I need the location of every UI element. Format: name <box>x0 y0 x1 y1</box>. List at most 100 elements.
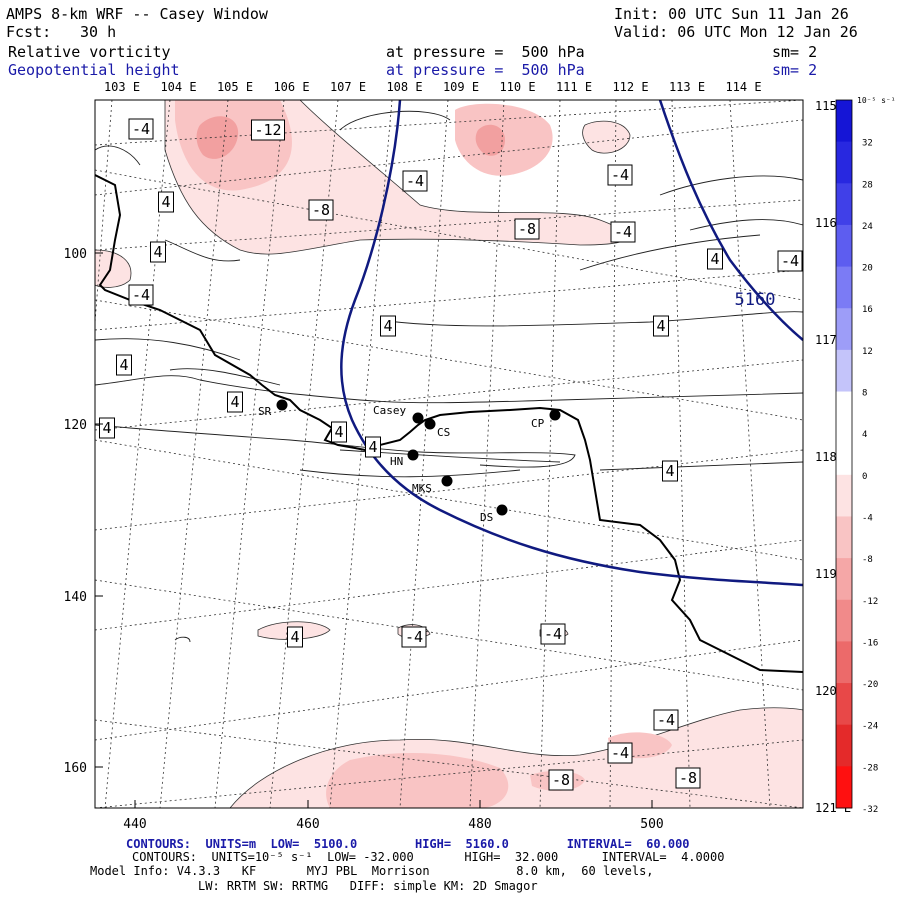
colorbar-tick: -20 <box>862 680 878 690</box>
lon-label-top: 104 E <box>160 80 196 94</box>
vorticity-contours <box>95 110 803 643</box>
colorbar-swatch <box>836 724 852 767</box>
colorbar-swatch <box>836 433 852 476</box>
svg-text:Casey: Casey <box>373 404 406 417</box>
colorbar-swatch <box>836 183 852 226</box>
footer-model-info: Model Info: V4.3.3 KF MYJ PBL Morrison 8… <box>90 864 654 878</box>
contour-label: 4 <box>662 460 678 482</box>
lon-label-top: 114 E <box>725 80 761 94</box>
y-tick-label: 140 <box>64 590 87 605</box>
colorbar-tick: -24 <box>862 722 878 732</box>
colorbar-tick: -12 <box>862 597 878 607</box>
svg-text:4: 4 <box>290 628 299 646</box>
contour-label: -4 <box>540 623 566 645</box>
contour-label: 4 <box>150 241 166 263</box>
svg-text:-8: -8 <box>552 771 570 789</box>
svg-text:-8: -8 <box>518 220 536 238</box>
vorticity-shading <box>95 100 803 808</box>
svg-text:-4: -4 <box>781 252 799 270</box>
contour-label: 4 <box>287 626 303 648</box>
colorbar-swatch <box>836 599 852 642</box>
init-time: Init: 00 UTC Sun 11 Jan 26 <box>614 5 849 23</box>
colorbar-tick: 32 <box>862 139 873 149</box>
stations: SR Casey CS CP HN MKS DS <box>258 399 561 524</box>
y-tick-label: 100 <box>64 247 87 262</box>
y-axis-ticks: 100 120 140 160 <box>64 247 103 776</box>
colorbar-tick: -16 <box>862 638 878 648</box>
colorbar-swatch <box>836 516 852 559</box>
colorbar-swatch <box>836 100 852 143</box>
colorbar-tick: -8 <box>862 555 873 565</box>
vorticity-labels: -12-4-8-4-8-4-444-444444444444-4-4-4-4-8… <box>99 118 803 791</box>
colorbar-tick: 8 <box>862 389 867 399</box>
shade-nw-dark <box>196 116 239 159</box>
colorbar-tick: 0 <box>862 472 867 482</box>
colorbar-tick: -28 <box>862 763 878 773</box>
svg-text:-8: -8 <box>679 769 697 787</box>
contour-label: -4 <box>401 626 427 648</box>
station-hn: HN <box>390 449 419 468</box>
svg-text:HN: HN <box>390 455 403 468</box>
footer-vort-contours: CONTOURS: UNITS=10⁻⁵ s⁻¹ LOW= -32.000 HI… <box>132 850 725 864</box>
coastline <box>95 174 803 673</box>
shade-n-dark <box>475 124 505 156</box>
svg-text:CP: CP <box>531 417 545 430</box>
colorbar-tick: 12 <box>862 347 873 357</box>
station-mks: MKS <box>412 475 453 495</box>
field2-smooth: sm= 2 <box>772 61 818 79</box>
station-cs: CS <box>424 418 450 439</box>
plot-frame <box>94 99 804 809</box>
station-sr: SR <box>258 399 288 418</box>
y-tick-label: 160 <box>64 761 87 776</box>
footer-physics: LW: RRTM SW: RRTMG DIFF: simple KM: 2D S… <box>198 879 538 893</box>
forecast-value: 30 h <box>80 23 117 41</box>
shade-ne-blob <box>582 120 631 154</box>
lon-label-top: 103 E <box>104 80 140 94</box>
height-contour-label: 5160 <box>735 290 776 310</box>
contour-label: -4 <box>402 170 428 192</box>
contour-label: 4 <box>653 315 669 337</box>
svg-text:-4: -4 <box>405 628 423 646</box>
svg-text:-4: -4 <box>132 286 150 304</box>
colorbar-tick: 4 <box>862 430 867 440</box>
svg-text:-4: -4 <box>657 711 675 729</box>
lon-label-top: 108 E <box>386 80 422 94</box>
station-ds: DS <box>480 504 508 524</box>
latlon-grid <box>95 100 803 808</box>
colorbar-swatch <box>836 683 852 726</box>
x-tick-label: 440 <box>123 817 146 832</box>
svg-text:-8: -8 <box>312 201 330 219</box>
forecast-label: Fcst: <box>6 23 52 41</box>
lon-labels-top: 103 E 104 E 105 E 106 E 107 E 108 E 109 E 110 E… <box>104 80 762 94</box>
station-casey: Casey <box>373 404 424 424</box>
valid-time: Valid: 06 UTC Mon 12 Jan 26 <box>614 23 858 41</box>
lon-label-top: 106 E <box>273 80 309 94</box>
colorbar-swatch <box>836 558 852 601</box>
field1-level: at pressure = 500 hPa <box>386 43 585 61</box>
svg-text:4: 4 <box>383 317 392 335</box>
colorbar-tick: 28 <box>862 180 873 190</box>
contour-label: -4 <box>653 709 679 731</box>
colorbar-tick: 24 <box>862 222 873 232</box>
svg-text:4: 4 <box>119 356 128 374</box>
svg-text:4: 4 <box>656 317 665 335</box>
lon-label-top: 109 E <box>443 80 479 94</box>
lon-label-top: 105 E <box>217 80 253 94</box>
colorbar-swatch <box>836 224 852 268</box>
svg-text:4: 4 <box>230 393 239 411</box>
svg-text:-12: -12 <box>254 121 281 139</box>
svg-text:-4: -4 <box>614 223 632 241</box>
svg-text:4: 4 <box>710 250 719 268</box>
svg-text:4: 4 <box>665 462 674 480</box>
height-contours <box>340 99 804 587</box>
colorbar-swatch <box>836 308 852 351</box>
colorbar-tick: 16 <box>862 305 873 315</box>
contour-label: -4 <box>610 221 636 243</box>
contour-label: -8 <box>308 199 334 221</box>
contour-label: -8 <box>548 769 574 791</box>
contour-label: -4 <box>607 742 633 764</box>
colorbar-tick: -32 <box>862 805 878 815</box>
svg-text:4: 4 <box>161 193 170 211</box>
svg-text:-4: -4 <box>544 625 562 643</box>
